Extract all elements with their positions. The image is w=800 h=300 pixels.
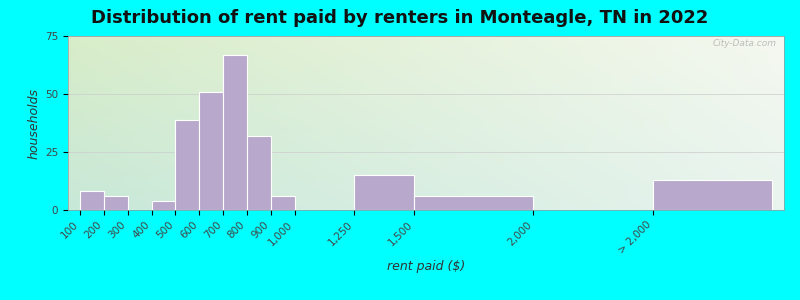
Text: City-Data.com: City-Data.com (713, 40, 777, 49)
Y-axis label: households: households (28, 88, 41, 158)
X-axis label: rent paid ($): rent paid ($) (387, 260, 465, 273)
Bar (414, 196, 534, 210)
Bar (271, 196, 294, 210)
Bar (80, 191, 104, 210)
Bar (354, 175, 414, 210)
Text: Distribution of rent paid by renters in Monteagle, TN in 2022: Distribution of rent paid by renters in … (91, 9, 709, 27)
Bar (223, 55, 247, 210)
Bar (104, 196, 128, 210)
Bar (175, 119, 199, 210)
Bar (247, 136, 271, 210)
Bar (199, 92, 223, 210)
Bar (653, 180, 772, 210)
Bar (151, 201, 175, 210)
